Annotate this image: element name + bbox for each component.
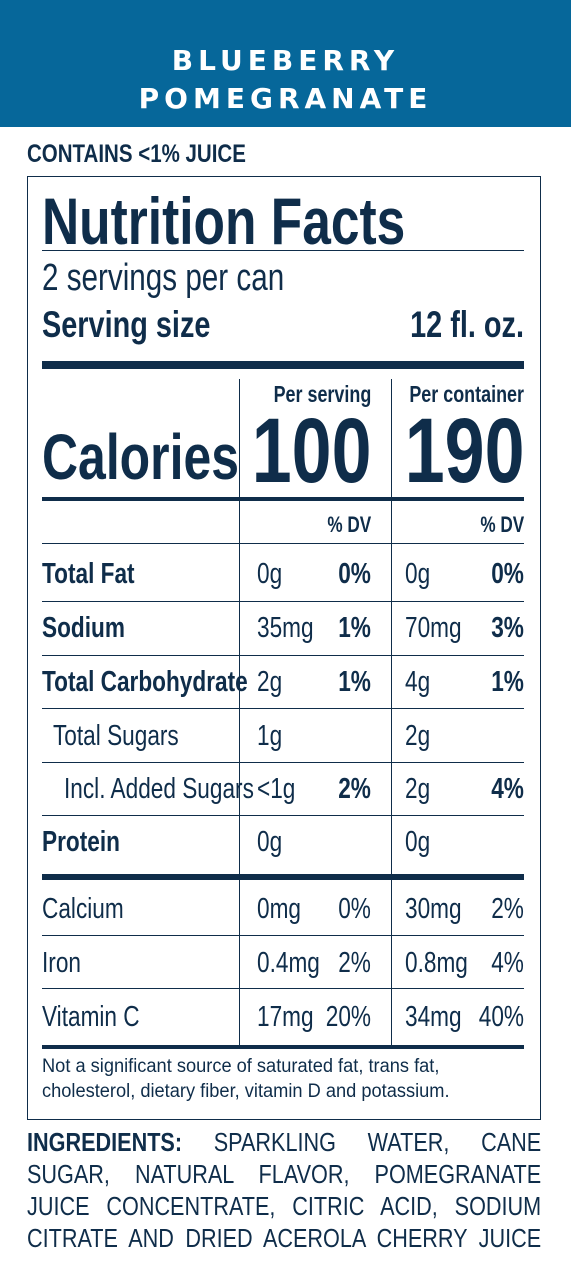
vitamin-rule-2 <box>42 988 524 989</box>
row-rule-4 <box>42 762 524 763</box>
protein-container-amount: 0g <box>405 826 431 858</box>
total-sugars-serving-amount: 1g <box>257 720 283 752</box>
iron-container-amount: 0.8mg <box>405 947 468 979</box>
nutrient-name-total-fat: Total Fat <box>42 558 135 590</box>
row-rule-2 <box>42 655 524 656</box>
vitamin-rule-1 <box>42 935 524 936</box>
nutrition-facts-title: Nutrition Facts <box>42 184 406 258</box>
footnote-rule <box>42 1045 524 1049</box>
calcium-container-amount: 30mg <box>405 893 462 925</box>
sodium-container-dv: 3% <box>491 612 524 644</box>
nutrient-name-added-sugars: Incl. Added Sugars <box>64 773 254 805</box>
sodium-serving-dv: 1% <box>338 612 371 644</box>
juice-content-claim: CONTAINS <1% JUICE <box>27 140 246 168</box>
iron-serving-amount: 0.4mg <box>257 947 320 979</box>
calories-per-container: 190 <box>404 400 524 502</box>
added-sugars-container-dv: 4% <box>491 773 524 805</box>
total-fat-serving-dv: 0% <box>338 558 371 590</box>
title-rule <box>42 250 524 251</box>
flavor-name-line-2: POMEGRANATE <box>138 82 433 115</box>
vitamin-name-iron: Iron <box>42 947 81 979</box>
servings-per-container: 2 servings per can <box>42 257 285 299</box>
row-rule-1 <box>42 601 524 602</box>
calories-label: Calories <box>42 421 239 493</box>
flavor-name-line-1: BLUEBERRY <box>171 44 400 77</box>
serving-size-label: Serving size <box>42 304 211 345</box>
per-serving-label: Per serving <box>273 381 371 407</box>
calories-per-serving: 100 <box>251 400 371 502</box>
nutrient-name-total-carbohydrate: Total Carbohydrate <box>42 666 248 698</box>
ingredients-statement: INGREDIENTS: SPARKLING WATER, CANE SUGAR… <box>27 1126 541 1254</box>
column-divider-right <box>391 379 392 1047</box>
serving-size-value: 12 fl. oz. <box>410 304 524 345</box>
ingredients-list: SPARKLING WATER, CANE SUGAR, NATURAL FLA… <box>27 1127 542 1253</box>
vitamin-c-serving-amount: 17mg <box>257 1001 314 1033</box>
protein-thick-rule <box>42 874 524 880</box>
flavor-banner: BLUEBERRY POMEGRANATE <box>0 0 571 127</box>
protein-serving-amount: 0g <box>257 826 283 858</box>
sodium-container-amount: 70mg <box>405 612 462 644</box>
row-rule-3 <box>42 708 524 709</box>
total-fat-serving-amount: 0g <box>257 558 283 590</box>
added-sugars-serving-amount: <1g <box>257 773 296 805</box>
added-sugars-container-amount: 2g <box>405 773 431 805</box>
dv-rule <box>42 543 524 544</box>
calories-rule <box>42 497 524 501</box>
total-fat-container-dv: 0% <box>491 558 524 590</box>
carbohydrate-serving-amount: 2g <box>257 666 283 698</box>
per-container-label: Per container <box>409 381 524 407</box>
vitamin-c-container-amount: 34mg <box>405 1001 462 1033</box>
carbohydrate-container-dv: 1% <box>491 666 524 698</box>
carbohydrate-container-amount: 4g <box>405 666 431 698</box>
vitamin-c-container-dv: 40% <box>478 1001 524 1033</box>
vitamin-c-serving-dv: 20% <box>325 1001 371 1033</box>
not-significant-footnote: Not a significant source of saturated fa… <box>42 1056 450 1102</box>
calcium-container-dv: 2% <box>491 893 524 925</box>
nutrient-name-protein: Protein <box>42 826 120 858</box>
dv-header-serving: % DV <box>327 512 371 537</box>
total-sugars-container-amount: 2g <box>405 720 431 752</box>
total-fat-container-amount: 0g <box>405 558 431 590</box>
vitamin-name-vitamin-c: Vitamin C <box>42 1001 140 1033</box>
vitamin-name-calcium: Calcium <box>42 893 124 925</box>
sodium-serving-amount: 35mg <box>257 612 314 644</box>
serving-thick-rule <box>42 361 524 369</box>
dv-header-container: % DV <box>480 512 524 537</box>
nutrient-name-total-sugars: Total Sugars <box>53 720 179 752</box>
calcium-serving-dv: 0% <box>338 893 371 925</box>
added-sugars-serving-dv: 2% <box>338 773 371 805</box>
iron-container-dv: 4% <box>491 947 524 979</box>
row-rule-5 <box>42 815 524 816</box>
ingredients-label: INGREDIENTS: <box>27 1127 183 1157</box>
calcium-serving-amount: 0mg <box>257 893 302 925</box>
iron-serving-dv: 2% <box>338 947 371 979</box>
column-divider-left <box>239 379 240 1047</box>
carbohydrate-serving-dv: 1% <box>338 666 371 698</box>
nutrition-facts-panel <box>27 176 541 1120</box>
nutrient-name-sodium: Sodium <box>42 612 125 644</box>
